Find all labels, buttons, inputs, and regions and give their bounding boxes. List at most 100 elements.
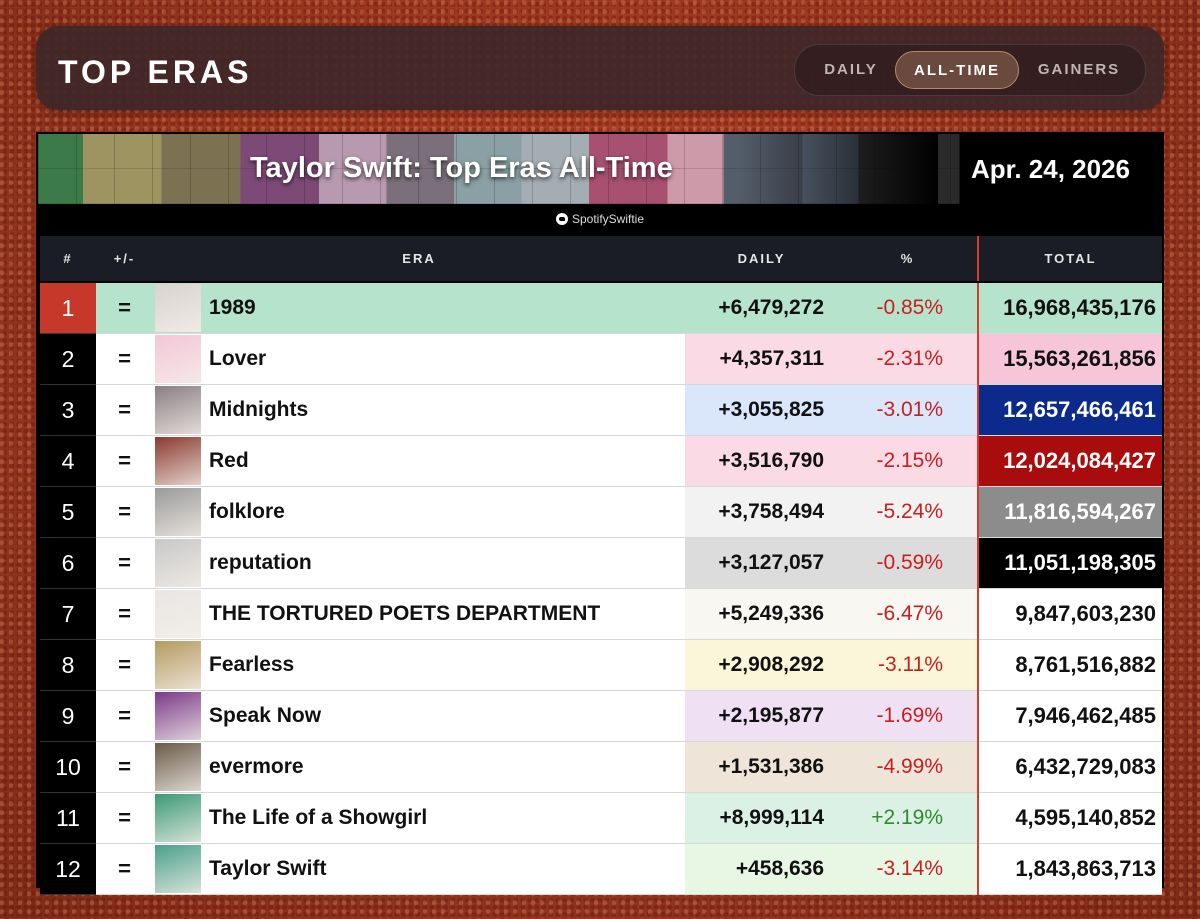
tab-gainers[interactable]: GAINERS <box>1037 61 1121 78</box>
total-streams: 1,843,863,713 <box>977 843 1163 895</box>
column-header-percent: % <box>838 236 979 283</box>
daily-streams: +458,636 <box>685 843 839 895</box>
album-art <box>153 333 203 385</box>
banner: Taylor Swift: Top Eras All-Time Apr. 24,… <box>38 134 1162 204</box>
daily-streams: +3,758,494 <box>685 486 839 538</box>
daily-streams: +2,195,877 <box>685 690 839 742</box>
rank-cell: 8 <box>40 639 96 691</box>
album-cover-icon <box>155 488 201 536</box>
change-cell: = <box>96 639 153 691</box>
era-name: reputation <box>203 537 686 589</box>
total-streams: 11,051,198,305 <box>977 537 1163 589</box>
banner-title: Taylor Swift: Top Eras All-Time <box>250 152 673 184</box>
era-name: Fearless <box>203 639 686 691</box>
daily-change-percent: -4.99% <box>838 741 979 793</box>
column-header-era: ERA <box>153 236 686 283</box>
total-streams: 8,761,516,882 <box>977 639 1163 691</box>
album-cover-icon <box>155 539 201 587</box>
chart-panel: Taylor Swift: Top Eras All-Time Apr. 24,… <box>36 132 1164 895</box>
album-art <box>153 690 203 742</box>
change-cell: = <box>96 588 153 640</box>
change-cell: = <box>96 690 153 742</box>
rank-cell: 1 <box>40 281 96 334</box>
tab-all-time[interactable]: ALL-TIME <box>895 51 1019 89</box>
table-header-row: # +/- ERA DAILY % TOTAL <box>40 236 1163 283</box>
table-row: 7 = THE TORTURED POETS DEPARTMENT +5,249,33… <box>40 588 1163 640</box>
rank-cell: 9 <box>40 690 96 742</box>
total-streams: 15,563,261,856 <box>977 333 1163 385</box>
daily-streams: +1,531,386 <box>685 741 839 793</box>
credit-handle: SpotifySwiftie <box>571 212 645 226</box>
top-bar: TOP ERAS DAILY ALL-TIME GAINERS <box>36 26 1164 110</box>
total-streams: 9,847,603,230 <box>977 588 1163 640</box>
album-art <box>153 281 203 334</box>
total-streams: 6,432,729,083 <box>977 741 1163 793</box>
total-streams: 16,968,435,176 <box>977 281 1163 334</box>
album-art <box>153 639 203 691</box>
daily-change-percent: -2.15% <box>838 435 979 487</box>
daily-change-percent: -0.85% <box>838 281 979 334</box>
daily-streams: +3,127,057 <box>685 537 839 589</box>
era-name: Midnights <box>203 384 686 436</box>
era-name: 1989 <box>203 281 686 334</box>
era-name: folklore <box>203 486 686 538</box>
album-art <box>153 384 203 436</box>
album-cover-icon <box>155 284 201 332</box>
daily-streams: +4,357,311 <box>685 333 839 385</box>
rank-cell: 2 <box>40 333 96 385</box>
tab-daily[interactable]: DAILY <box>824 61 878 78</box>
column-header-daily: DAILY <box>685 236 839 283</box>
total-streams: 12,657,466,461 <box>977 384 1163 436</box>
table-row: 8 = Fearless +2,908,292 -3.11% 8,761,516,882 <box>40 639 1163 691</box>
banner-date: Apr. 24, 2026 <box>971 154 1130 184</box>
total-streams: 12,024,084,427 <box>977 435 1163 487</box>
rank-cell: 11 <box>40 792 96 844</box>
total-streams: 7,946,462,485 <box>977 690 1163 742</box>
daily-change-percent: -3.14% <box>838 843 979 895</box>
column-header-change: +/- <box>96 236 153 283</box>
album-cover-icon <box>155 335 201 383</box>
album-cover-icon <box>155 845 201 893</box>
column-header-rank: # <box>40 236 96 283</box>
change-cell: = <box>96 792 153 844</box>
table-row: 4 = Red +3,516,790 -2.15% 12,024,084,427 <box>40 435 1163 487</box>
eras-table: # +/- ERA DAILY % TOTAL 1 = 1989 +6,479,272… <box>40 236 1163 895</box>
change-cell: = <box>96 843 153 895</box>
table-row: 3 = Midnights +3,055,825 -3.01% 12,657,466,46… <box>40 384 1163 436</box>
album-art <box>153 843 203 895</box>
credit-line: SpotifySwiftie <box>38 204 1162 234</box>
album-cover-icon <box>155 437 201 485</box>
change-cell: = <box>96 537 153 589</box>
rank-cell: 5 <box>40 486 96 538</box>
rank-cell: 10 <box>40 741 96 793</box>
album-cover-icon <box>155 641 201 689</box>
twitter-bird-icon <box>555 213 568 225</box>
table-row: 11 = The Life of a Showgirl +8,999,114 +2.19… <box>40 792 1163 844</box>
album-art <box>153 588 203 640</box>
rank-cell: 3 <box>40 384 96 436</box>
daily-streams: +6,479,272 <box>685 281 839 334</box>
album-art <box>153 741 203 793</box>
rank-cell: 6 <box>40 537 96 589</box>
table-row: 1 = 1989 +6,479,272 -0.85% 16,968,435,176 <box>40 281 1163 334</box>
album-cover-icon <box>155 692 201 740</box>
daily-change-percent: +2.19% <box>838 792 979 844</box>
daily-streams: +8,999,114 <box>685 792 839 844</box>
change-cell: = <box>96 333 153 385</box>
album-collage <box>38 134 1162 204</box>
album-art <box>153 537 203 589</box>
column-header-total: TOTAL <box>977 236 1163 283</box>
daily-change-percent: -2.31% <box>838 333 979 385</box>
album-art <box>153 486 203 538</box>
change-cell: = <box>96 435 153 487</box>
album-cover-icon <box>155 743 201 791</box>
album-cover-icon <box>155 794 201 842</box>
change-cell: = <box>96 741 153 793</box>
rank-cell: 12 <box>40 843 96 895</box>
era-name: THE TORTURED POETS DEPARTMENT <box>203 588 686 640</box>
page-title: TOP ERAS <box>58 54 253 90</box>
daily-change-percent: -5.24% <box>838 486 979 538</box>
daily-change-percent: -1.69% <box>838 690 979 742</box>
era-name: evermore <box>203 741 686 793</box>
era-name: Speak Now <box>203 690 686 742</box>
